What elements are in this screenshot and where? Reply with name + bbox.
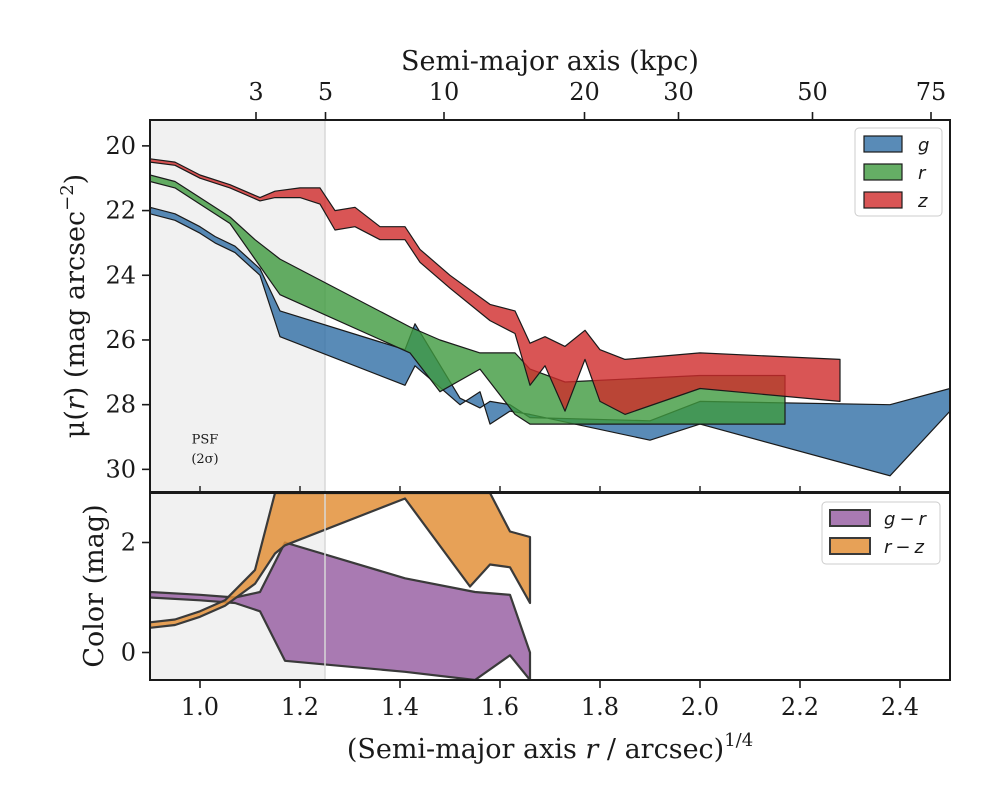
legend-label-r: r (918, 163, 927, 184)
legend-swatch-g (863, 135, 903, 153)
y-axis-label-color: Color (mag) (79, 504, 110, 667)
band-g-minus-r (150, 541, 532, 680)
ytick-label: 30 (105, 455, 136, 483)
xtick-label: 1.4 (381, 693, 419, 721)
xlabel-part-r: r (585, 734, 600, 765)
ylabel-part-close: ) (60, 174, 91, 185)
psf-region (150, 120, 325, 492)
top-tick-label: 5 (318, 78, 333, 106)
legend-swatch-r−z (829, 537, 871, 555)
ylabel-part-exponent: −2 (57, 184, 78, 211)
legend-swatch-r (863, 163, 903, 181)
ytick-label: 0 (121, 639, 136, 667)
xlabel-part-1: (Semi-major axis (347, 734, 586, 765)
top-tick-label: 10 (429, 78, 460, 106)
xtick-label: 1.2 (281, 693, 319, 721)
band-r (150, 174, 786, 425)
xtick-label: 2.2 (781, 693, 819, 721)
ytick-label: 26 (105, 326, 136, 354)
x-axis-label: (Semi-major axis r / arcsec)1/4 (347, 730, 753, 765)
legend-swatch-z (863, 191, 903, 209)
legend-swatch-g−r (829, 509, 871, 527)
xlabel-part-exponent: 1/4 (724, 730, 753, 751)
ylabel-part-mu: μ( (60, 410, 91, 438)
top-tick-label: 3 (248, 78, 263, 106)
bottom-plot-frame (149, 492, 951, 681)
xlabel-part-2: / arcsec) (598, 734, 724, 765)
ytick-label: 28 (105, 391, 136, 419)
color-panel: 0 2 1.0 1.2 1.4 1.6 1.8 2.0 2.2 2.4 g − r r − z (121, 492, 951, 721)
ytick-label: 20 (105, 132, 136, 160)
legend-label-g: g (918, 135, 929, 156)
top-tick-label: 50 (797, 78, 828, 106)
top-tick-label: 20 (569, 78, 600, 106)
legend-label-z: z (917, 191, 928, 212)
psf-label-sigma: (2σ) (191, 452, 218, 467)
top-axis-label: Semi-major axis (kpc) (401, 46, 699, 77)
ytick-label: 2 (121, 529, 136, 557)
top-tick-label: 30 (663, 78, 694, 106)
xtick-label: 1.6 (481, 693, 519, 721)
ylabel-part-units: ) (mag arcsec (60, 211, 91, 397)
ytick-label: 22 (105, 197, 136, 225)
band-z (150, 158, 841, 415)
ytick-label: 24 (105, 261, 136, 289)
xtick-label: 2.4 (881, 693, 919, 721)
xtick-label: 1.8 (581, 693, 619, 721)
y-axis-label-surface-brightness: μ(r) (mag arcsec−2) (57, 174, 91, 438)
top-legend: grz (854, 127, 943, 217)
band-r-minus-z (150, 493, 532, 629)
bottom-legend: g − r r − z (821, 501, 941, 565)
legend-label-g−r: g − r (884, 509, 928, 530)
xtick-label: 2.0 (681, 693, 719, 721)
top-tick-label: 75 (916, 78, 947, 106)
legend-label-r−z: r − z (884, 537, 925, 558)
psf-label: PSF (192, 432, 219, 447)
xtick-label: 1.0 (181, 693, 219, 721)
ylabel-part-r: r (60, 395, 91, 410)
